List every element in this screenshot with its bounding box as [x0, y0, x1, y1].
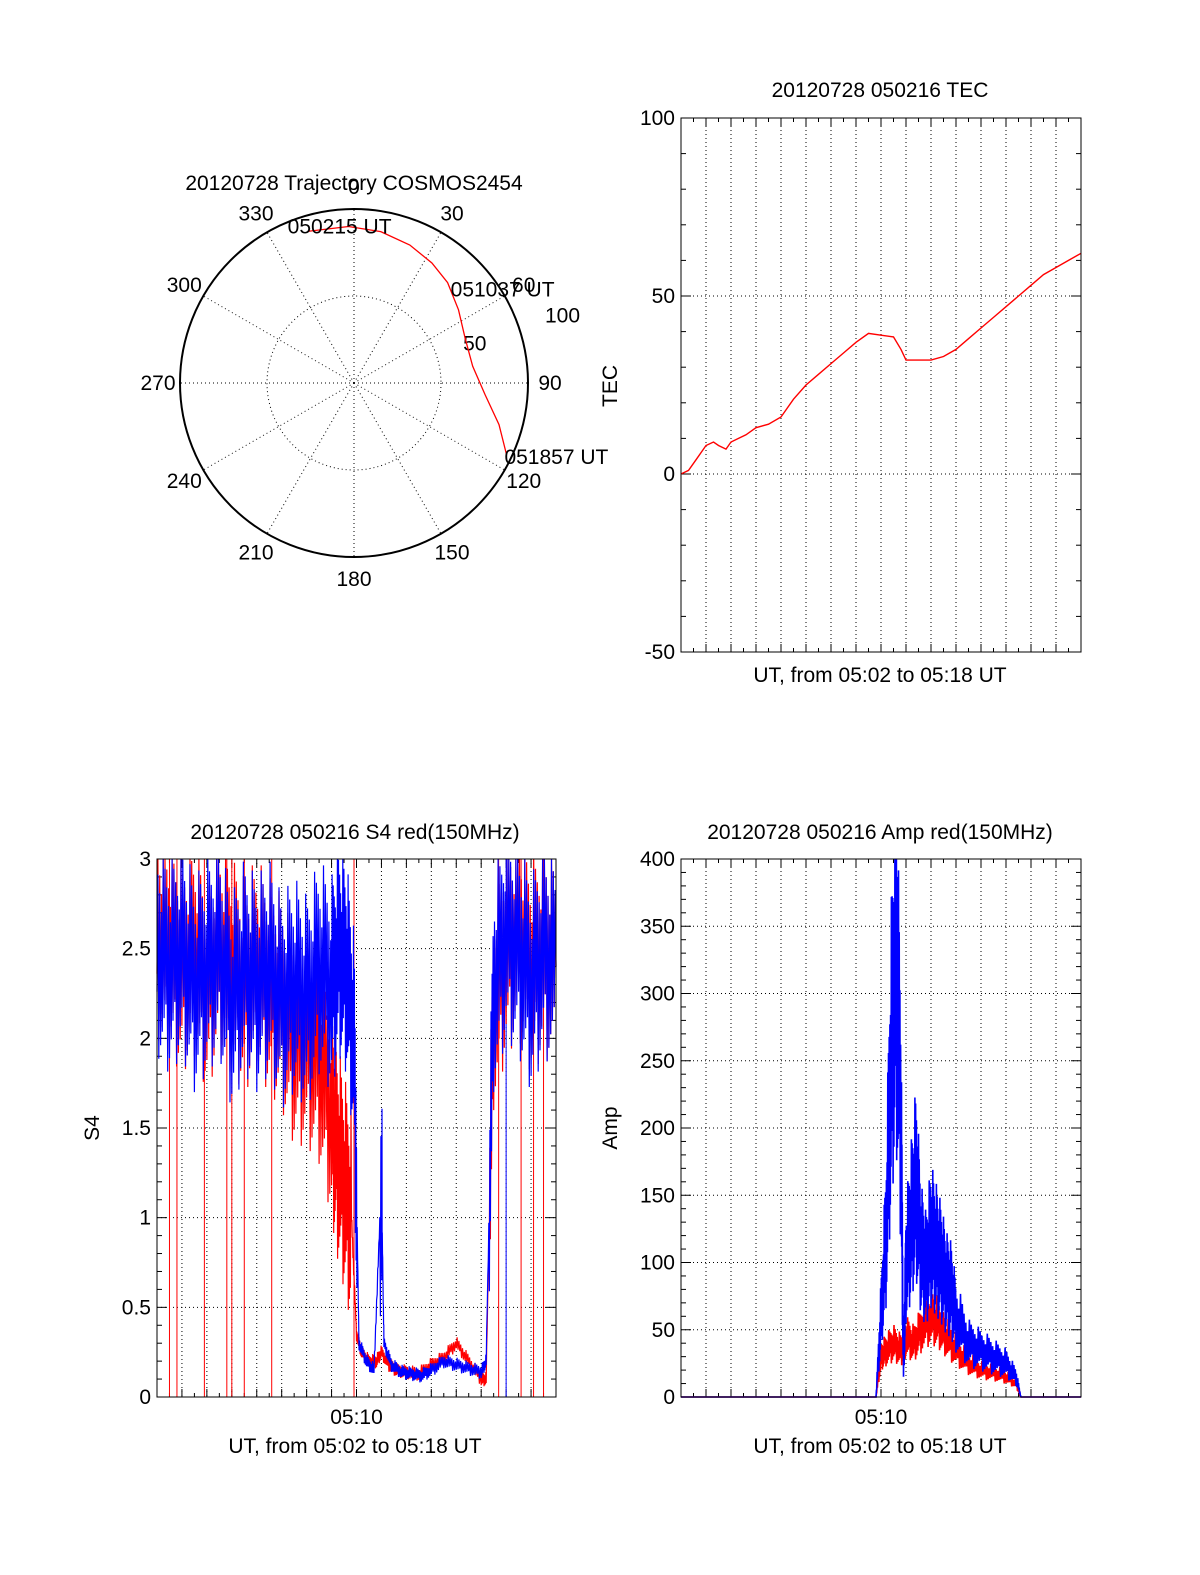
polar-angle-labels: 0 30 60 90 120 150 180 210 240 270 300 330	[140, 176, 561, 591]
trajectory-end-label: 051857 UT	[504, 446, 608, 469]
amp-blue-series-line	[681, 858, 1081, 1398]
y-tick-label: 3	[139, 848, 151, 871]
polar-angle-label: 150	[434, 542, 469, 565]
polar-angle-label: 270	[140, 372, 175, 395]
y-tick-label: 100	[640, 1252, 675, 1275]
y-tick-label: 100	[640, 107, 675, 130]
polar-angle-label: 300	[167, 274, 202, 297]
s4-plot-frame	[156, 858, 557, 1398]
polar-angle-label: 180	[336, 568, 371, 591]
s4-y-axis-label: S4	[81, 1115, 104, 1141]
y-tick-label: 0.5	[122, 1296, 151, 1319]
polar-angle-label: 330	[238, 202, 273, 225]
amp-ticks: 0 50 100 150 200 250 300 350 400 05:10	[640, 848, 1081, 1429]
x-tick-label: 05:10	[330, 1406, 383, 1429]
polar-spoke	[353, 295, 505, 384]
amp-chart: 20120728 050216 Amp red(150MHz) 0 50 100 15…	[599, 821, 1082, 1458]
polar-radial-label-100: 100	[545, 304, 580, 327]
polar-spoke	[203, 382, 355, 471]
amp-x-axis-label: UT, from 05:02 to 05:18 UT	[753, 1435, 1006, 1458]
y-tick-label: 50	[652, 1319, 675, 1342]
polar-spoke	[353, 382, 442, 534]
amp-y-axis-label: Amp	[599, 1106, 622, 1149]
tec-y-axis-label: TEC	[599, 365, 622, 407]
polar-grid-circle	[266, 295, 442, 471]
tec-chart: 20120728 050216 TEC -50 0 50 100 UT, from 0…	[599, 79, 1082, 687]
polar-title: 20120728 Trajectory COSMOS2454	[185, 172, 523, 195]
y-tick-label: 1.5	[122, 1117, 151, 1140]
polar-angle-label: 30	[440, 202, 463, 225]
s4-x-axis-label: UT, from 05:02 to 05:18 UT	[228, 1435, 481, 1458]
y-tick-label: 150	[640, 1184, 675, 1207]
polar-angle-label: 240	[167, 470, 202, 493]
y-tick-label: 1	[139, 1207, 151, 1230]
s4-chart: 20120728 050216 S4 red(150MHz) 0 0.5 1 1.5 2…	[81, 821, 557, 1458]
amp-plot-frame	[680, 858, 1082, 1398]
polar-spoke	[353, 232, 442, 384]
polar-spoke	[266, 382, 355, 534]
polar-angle-label: 60	[512, 274, 535, 297]
polar-angle-label: 120	[506, 470, 541, 493]
y-tick-label: -50	[645, 641, 675, 664]
y-tick-label: 50	[652, 285, 675, 308]
trajectory-mid-label: 051037 UT	[451, 279, 555, 302]
trajectory-line	[307, 225, 508, 455]
polar-grid	[179, 208, 529, 558]
y-tick-label: 2.5	[122, 938, 151, 961]
y-tick-label: 200	[640, 1117, 675, 1140]
y-tick-label: 350	[640, 915, 675, 938]
tec-title: 20120728 050216 TEC	[772, 79, 989, 102]
s4-title: 20120728 050216 S4 red(150MHz)	[190, 821, 519, 844]
s4-blue-series-line	[156, 858, 557, 1383]
polar-outer-circle	[179, 208, 529, 558]
polar-angle-label: 210	[238, 542, 273, 565]
polar-angle-label: 90	[538, 372, 561, 395]
tec-series-line	[680, 252, 1082, 475]
s4-ticks: 0 0.5 1 1.5 2 2.5 3 05:10	[122, 848, 556, 1429]
tec-plot-frame	[680, 117, 1082, 653]
polar-spoke	[353, 382, 505, 471]
y-tick-label: 300	[640, 983, 675, 1006]
trajectory-start-label: 050215 UT	[288, 215, 392, 238]
amp-title: 20120728 050216 Amp red(150MHz)	[707, 821, 1053, 844]
y-tick-label: 250	[640, 1050, 675, 1073]
polar-spoke	[266, 232, 355, 384]
y-tick-label: 2	[139, 1027, 151, 1050]
y-tick-label: 0	[139, 1386, 151, 1409]
polar-angle-label: 0	[348, 176, 360, 199]
polar-spoke	[203, 295, 355, 384]
tec-grid	[681, 118, 1081, 652]
x-tick-label: 05:10	[855, 1406, 908, 1429]
y-tick-label: 400	[640, 848, 675, 871]
tec-x-axis-label: UT, from 05:02 to 05:18 UT	[753, 664, 1006, 687]
tec-ticks: -50 0 50 100	[640, 107, 1081, 664]
y-tick-label: 0	[663, 463, 675, 486]
y-tick-label: 0	[663, 1386, 675, 1409]
polar-chart: 20120728 Trajectory COSMOS2454 0 30 60 90 12…	[140, 172, 608, 591]
